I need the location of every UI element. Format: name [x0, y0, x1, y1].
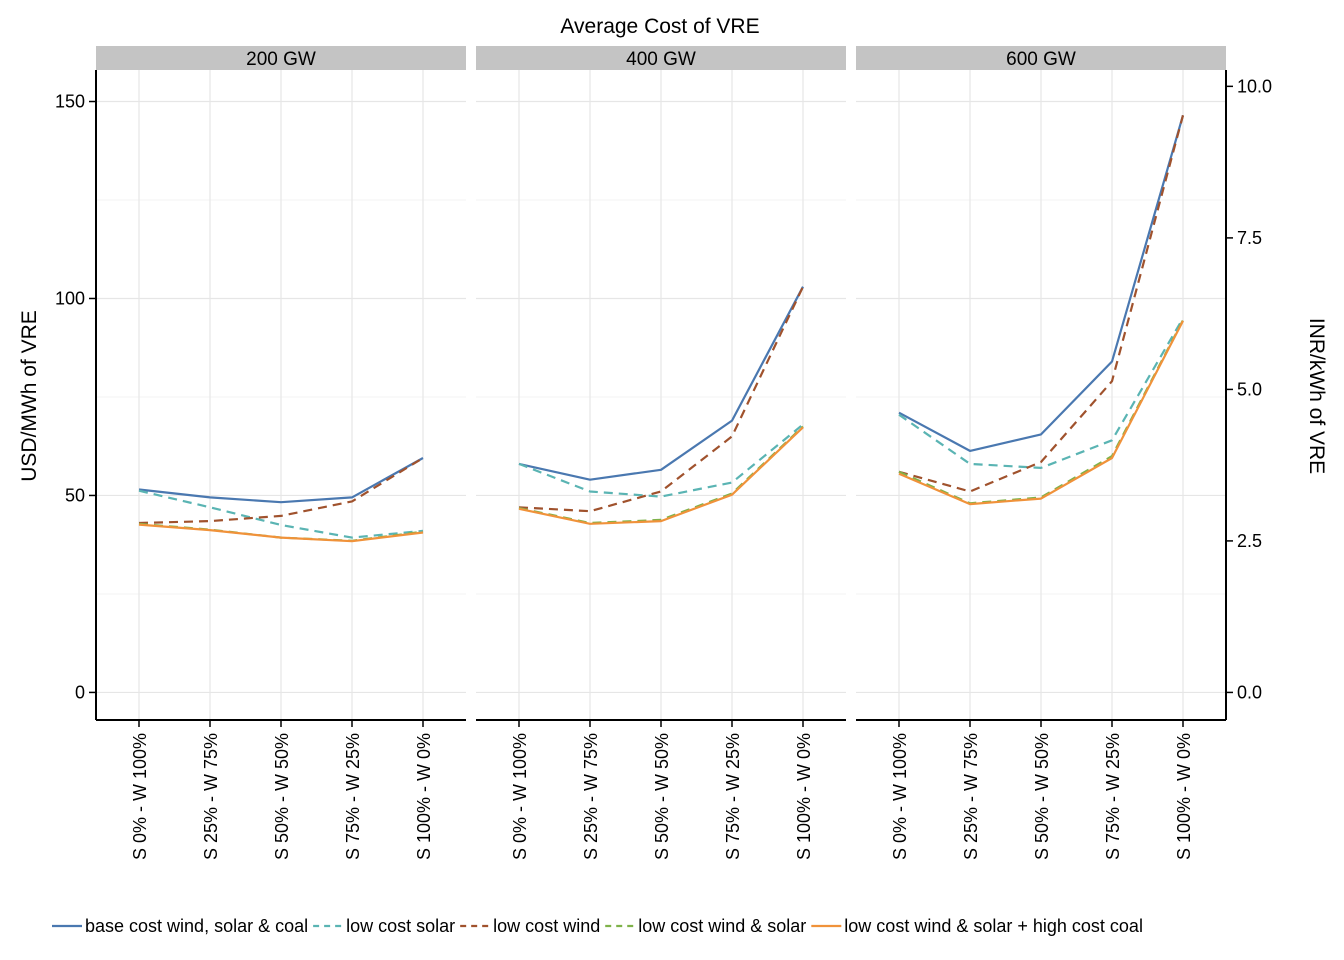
- y-tick-label-right: 5.0: [1237, 379, 1262, 399]
- chart-title: Average Cost of VRE: [560, 15, 759, 38]
- x-tick-label: S 25% - W 75%: [581, 733, 601, 860]
- panel-200-gw: 200 GW S 0% - W 100% S 25% - W 75% S 50% - …: [96, 46, 466, 860]
- y-tick-label-left: 150: [55, 92, 85, 112]
- facet-strip: [476, 46, 846, 70]
- series-line-low-cost-wind: [518, 286, 804, 513]
- facet-panels: 200 GW S 0% - W 100% S 25% - W 75% S 50% - …: [96, 46, 1226, 860]
- series-line-low-cost-solar: [138, 489, 424, 539]
- series-line-low-cost-wind-solar-high-cost-coal: [518, 426, 804, 525]
- series-line-low-cost-wind-solar-high-cost-coal: [138, 523, 424, 543]
- series-line-low-cost-solar: [898, 317, 1184, 469]
- facet-strip: [856, 46, 1226, 70]
- y-tick-label-left: 0: [75, 682, 85, 702]
- x-tick-label: S 0% - W 100%: [890, 733, 910, 860]
- series-line-low-cost-wind: [138, 457, 424, 525]
- legend-label: low cost solar: [346, 916, 455, 936]
- series-line-low-cost-wind-solar-high-cost-coal: [898, 320, 1184, 506]
- x-tick-label: S 50% - W 50%: [652, 733, 672, 860]
- legend-item: low cost wind: [460, 916, 600, 936]
- legend-label: low cost wind & solar + high cost coal: [844, 916, 1143, 936]
- series-line-low-cost-wind: [898, 115, 1185, 493]
- legend-label: low cost wind & solar: [638, 916, 806, 936]
- legend-label: base cost wind, solar & coal: [85, 916, 308, 936]
- x-tick-label: S 100% - W 0%: [1174, 733, 1194, 860]
- y-tick-label-left: 50: [65, 485, 85, 505]
- x-tick-label: S 75% - W 25%: [343, 733, 363, 860]
- legend: base cost wind, solar & coal low cost sol…: [52, 916, 1143, 936]
- series-line-low-cost-solar: [518, 423, 804, 498]
- legend-item: base cost wind, solar & coal: [52, 916, 308, 936]
- x-tick-label: S 100% - W 0%: [794, 733, 814, 860]
- y-axis-left: 0 50 100 150: [55, 70, 97, 720]
- x-tick-label: S 75% - W 25%: [723, 733, 743, 860]
- y-tick-label-right: 10.0: [1237, 76, 1272, 96]
- x-tick-label: S 0% - W 100%: [130, 733, 150, 860]
- facet-strip-label: 600 GW: [1006, 49, 1076, 70]
- y-tick-label-right: 7.5: [1237, 228, 1262, 248]
- y-tick-label-right: 2.5: [1237, 531, 1262, 551]
- x-tick-label: S 50% - W 50%: [1032, 733, 1052, 860]
- x-tick-label: S 50% - W 50%: [272, 733, 292, 860]
- y-axis-right: 0.0 2.5 5.0 7.5 10.0: [1225, 70, 1272, 720]
- series-line-base-cost-wind-solar-coal: [898, 114, 1185, 452]
- x-tick-label: S 75% - W 25%: [1103, 733, 1123, 860]
- legend-item: low cost solar: [313, 916, 455, 936]
- legend-item: low cost wind & solar: [605, 916, 806, 936]
- y-tick-label-left: 100: [55, 288, 85, 308]
- y-tick-label-right: 0.0: [1237, 682, 1262, 702]
- facet-strip: [96, 46, 466, 70]
- x-tick-label: S 0% - W 100%: [510, 733, 530, 860]
- x-tick-label: S 25% - W 75%: [961, 733, 981, 860]
- facet-strip-label: 200 GW: [246, 49, 316, 70]
- panel-400-gw: 400 GW S 0% - W 100% S 25% - W 75% S 50% - …: [476, 46, 846, 860]
- series-line-base-cost-wind-solar-coal: [138, 457, 424, 504]
- facet-strip-label: 400 GW: [626, 49, 696, 70]
- x-tick-label: S 25% - W 75%: [201, 733, 221, 860]
- legend-label: low cost wind: [493, 916, 600, 936]
- legend-item: low cost wind & solar + high cost coal: [811, 916, 1143, 936]
- series-line-base-cost-wind-solar-coal: [518, 286, 804, 481]
- x-tick-label: S 100% - W 0%: [414, 733, 434, 860]
- panel-600-gw: 600 GW S 0% - W 100% S 25% - W 75% S 50% - …: [856, 46, 1226, 860]
- y-axis-label-right: INR/kWh of VRE: [1305, 318, 1328, 474]
- series-line-low-cost-wind-solar: [898, 319, 1184, 505]
- y-axis-label-left: USD/MWh of VRE: [18, 310, 41, 482]
